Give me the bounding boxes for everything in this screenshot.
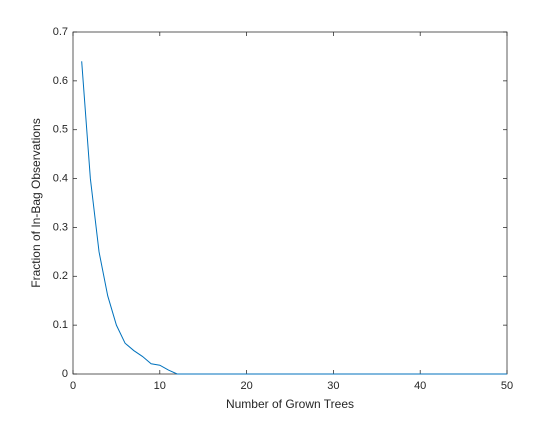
y-tick-label: 0.3 <box>53 221 68 233</box>
y-tick-label: 0 <box>62 368 68 380</box>
x-tick-label: 10 <box>154 380 166 392</box>
y-tick-label: 0.5 <box>53 124 68 136</box>
y-tick-label: 0.6 <box>53 75 68 87</box>
data-line <box>81 61 507 375</box>
x-tick-label: 50 <box>501 380 513 392</box>
x-tick-label: 30 <box>327 380 339 392</box>
x-tick-label: 20 <box>240 380 252 392</box>
y-tick-label: 0.2 <box>53 270 68 282</box>
x-tick-label: 40 <box>414 380 426 392</box>
y-tick-label: 0.7 <box>53 26 68 38</box>
y-tick-label: 0.4 <box>53 172 68 184</box>
x-tick-label: 0 <box>70 380 76 392</box>
x-axis-label: Number of Grown Trees <box>226 397 354 411</box>
plot-area <box>72 31 508 375</box>
y-axis-label: Fraction of In-Bag Observations <box>29 118 43 287</box>
y-tick-label: 0.1 <box>53 319 68 331</box>
